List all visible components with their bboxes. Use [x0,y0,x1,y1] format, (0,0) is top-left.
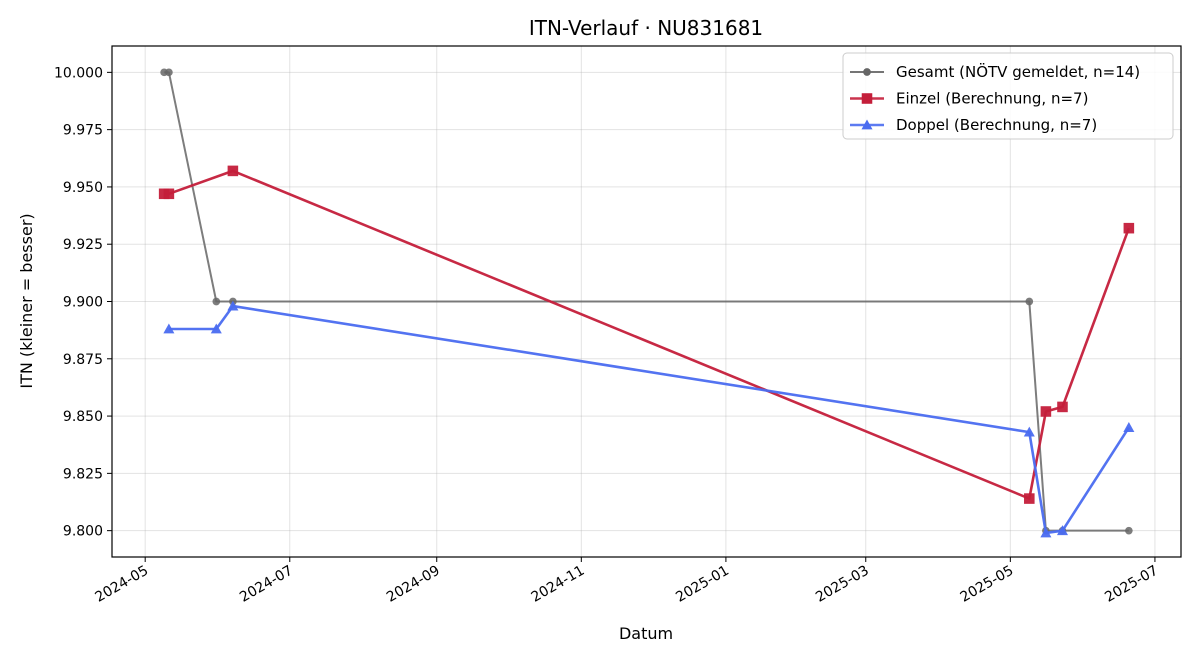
x-tick-label: 2024-11 [529,563,588,606]
data-point [1123,422,1135,432]
y-tick-label: 9.850 [63,409,103,425]
x-tick-label: 2024-09 [384,563,443,606]
legend-label: Doppel (Berechnung, n=7) [896,116,1097,134]
data-point [227,300,239,311]
x-tick-label: 2025-03 [813,563,872,606]
x-tick-label: 2025-07 [1102,563,1161,606]
data-point [1125,526,1133,535]
series-layer [158,68,1135,538]
y-tick-label: 9.925 [63,237,103,253]
legend-box [842,52,1174,140]
legend-marker [861,93,873,104]
y-tick-label: 9.975 [63,123,103,139]
series-line [168,304,1130,535]
x-tick-label: 2024-05 [93,563,152,606]
data-point [212,297,221,306]
y-tick-label: 10.000 [54,65,103,81]
data-point [1040,527,1052,538]
x-axis-label: Datum [619,624,673,643]
series-square [158,165,1135,504]
data-point [163,188,175,200]
data-point [1023,426,1035,437]
data-point [227,165,239,177]
data-point [1025,297,1034,306]
x-tick-label: 2024-07 [237,563,296,606]
y-axis-ticks: 9.800 9.825 9.850 9.875 9.900 9.925 9.950 9.975… [54,65,112,540]
chart-title: ITN-Verlauf · NU831681 [529,16,763,40]
legend: Gesamt (NÖTV gemeldet, n=14) Einzel (Bere… [842,52,1174,140]
x-tick-label: 2025-05 [958,563,1017,606]
data-point [1040,406,1052,417]
legend-marker [863,68,871,76]
x-axis-ticks: 2024-05 2024-07 2024-09 2024-11 2025-01 2025-… [93,557,1161,606]
y-tick-label: 9.875 [63,352,103,368]
y-tick-label: 9.950 [63,180,103,196]
series-line [164,71,1129,532]
data-point [1024,493,1035,504]
series-line [164,169,1131,500]
data-point [1056,525,1069,536]
series-triangle [163,300,1135,538]
x-tick-label: 2025-01 [673,563,732,606]
legend-label: Einzel (Berechnung, n=7) [896,90,1088,108]
data-point [165,68,173,77]
legend-label: Gesamt (NÖTV gemeldet, n=14) [896,62,1140,81]
data-point [163,323,175,334]
y-tick-label: 9.900 [63,295,103,311]
data-point [1123,222,1135,234]
y-axis-label: ITN (kleiner = besser) [17,213,36,388]
data-point [1057,401,1068,413]
legend-marker [861,119,873,130]
y-tick-label: 9.800 [63,524,103,540]
y-tick-label: 9.825 [63,466,103,482]
data-point [210,323,222,334]
